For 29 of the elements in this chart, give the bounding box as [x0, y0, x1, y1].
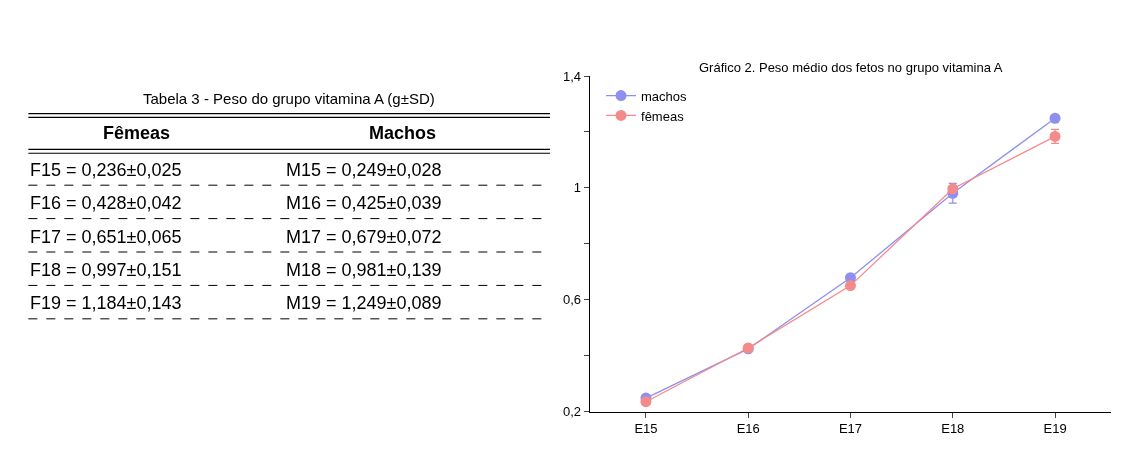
x-tick-label: E15: [634, 421, 658, 437]
text: M18 = 0,981±0,139: [286, 260, 442, 280]
y-tick-label: 0,2: [563, 404, 582, 420]
point: [1049, 112, 1061, 124]
text: Machos: [369, 123, 437, 143]
y-tick-label: 1,4: [563, 68, 582, 84]
x-tick-label: E16: [736, 421, 760, 437]
text: F15 = 0,236±0,025: [30, 160, 182, 180]
point: [947, 183, 959, 195]
x-tick-label: E18: [941, 421, 965, 437]
text: Fêmeas: [103, 123, 171, 143]
text: F18 = 0,997±0,151: [30, 260, 182, 280]
legend-label: fêmeas: [641, 108, 685, 124]
text: F16 = 0,428±0,042: [30, 193, 182, 213]
x-tick-label: E19: [1043, 421, 1067, 437]
y-tick-label: 1: [573, 180, 582, 196]
point: [845, 280, 856, 292]
y-tick-label: 0,6: [563, 292, 582, 308]
point: [640, 396, 652, 408]
text: M17 = 0,679±0,072: [286, 227, 442, 247]
text: M16 = 0,425±0,039: [286, 193, 442, 213]
text: F17 = 0,651±0,065: [30, 227, 182, 247]
text: F19 = 1,184±0,143: [30, 293, 182, 313]
chart-title: Gráfico 2. Peso médio dos fetos no grupo vitamina A: [699, 60, 1003, 75]
text: Tabela 3 - Peso do grupo vitamina A (g±SD): [143, 90, 435, 107]
legend-label: machos: [641, 88, 688, 104]
text: M19 = 1,249±0,089: [286, 293, 442, 313]
x-tick-label: E17: [838, 421, 863, 437]
text: M15 = 0,249±0,028: [286, 160, 442, 180]
